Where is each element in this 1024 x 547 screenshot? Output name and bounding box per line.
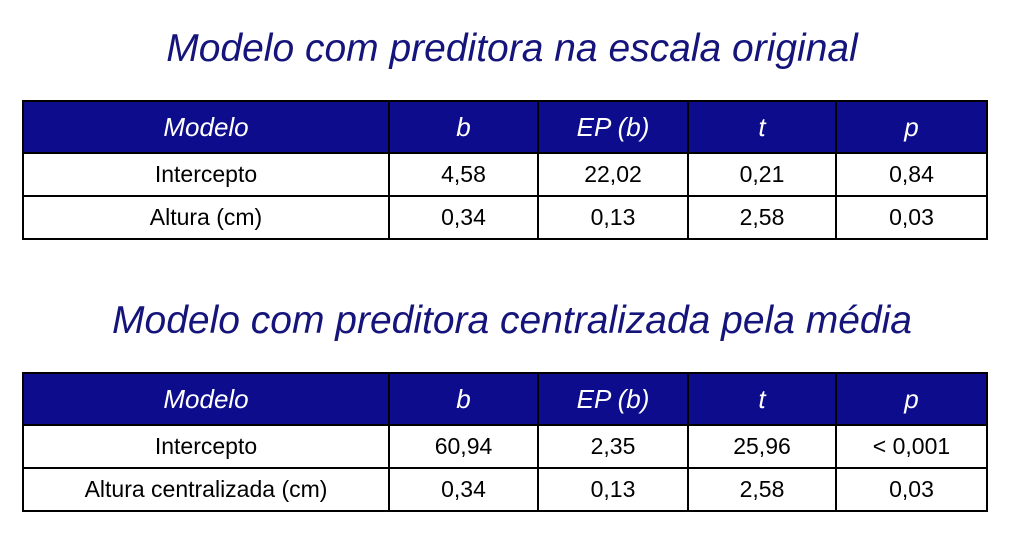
table-row: Intercepto 4,58 22,02 0,21 0,84	[22, 152, 988, 197]
table-cell: 2,35	[537, 424, 689, 469]
table: Modelo b EP (b) t p Intercepto 4,58 22,02 0,21 0,…	[22, 100, 988, 240]
table-cell: 0,13	[537, 195, 689, 240]
table-cell: Intercepto	[22, 424, 390, 469]
table-cell: 0,34	[388, 467, 539, 512]
table-cell: 0,03	[835, 195, 988, 240]
table-row: Intercepto 60,94 2,35 25,96 < 0,001	[22, 424, 988, 469]
table-cell: 2,58	[687, 467, 837, 512]
table-cell: 0,21	[687, 152, 837, 197]
header-row: Modelo b EP (b) t p	[22, 372, 988, 426]
table-cell: Altura (cm)	[22, 195, 390, 240]
table-cell: Intercepto	[22, 152, 390, 197]
table-cell: 25,96	[687, 424, 837, 469]
header-cell: t	[687, 372, 837, 426]
table-row: Altura (cm) 0,34 0,13 2,58 0,03	[22, 195, 988, 240]
table-cell: 0,03	[835, 467, 988, 512]
table-cell: < 0,001	[835, 424, 988, 469]
table-cell: 22,02	[537, 152, 689, 197]
header-cell: p	[835, 100, 988, 154]
table-cell: 0,84	[835, 152, 988, 197]
header-cell: p	[835, 372, 988, 426]
header-cell: Modelo	[22, 100, 390, 154]
section-title: Modelo com preditora na escala original	[166, 27, 858, 70]
header-cell: b	[388, 100, 539, 154]
table-cell: 2,58	[687, 195, 837, 240]
header-cell: EP (b)	[537, 100, 689, 154]
table-cell: Altura centralizada (cm)	[22, 467, 390, 512]
header-cell: EP (b)	[537, 372, 689, 426]
header-row: Modelo b EP (b) t p	[22, 100, 988, 154]
header-cell: t	[687, 100, 837, 154]
header-cell: b	[388, 372, 539, 426]
table-cell: 60,94	[388, 424, 539, 469]
table-cell: 0,34	[388, 195, 539, 240]
table-row: Altura centralizada (cm) 0,34 0,13 2,58 0,03	[22, 467, 988, 512]
section-title: Modelo com preditora centralizada pela m…	[112, 299, 912, 342]
table-cell: 4,58	[388, 152, 539, 197]
table-cell: 0,13	[537, 467, 689, 512]
table: Modelo b EP (b) t p Intercepto 60,94 2,35 25,96 <…	[22, 372, 988, 512]
header-cell: Modelo	[22, 372, 390, 426]
